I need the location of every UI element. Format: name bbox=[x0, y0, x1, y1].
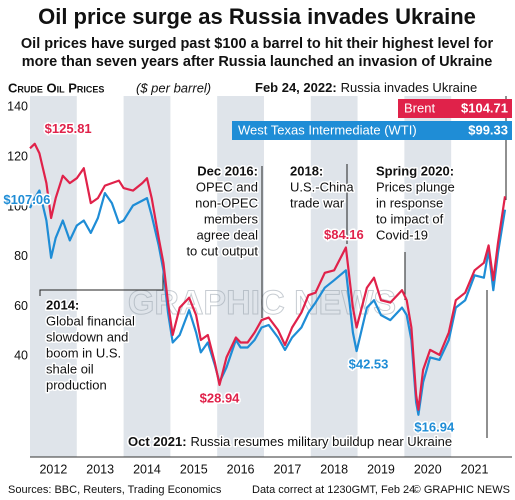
y-axis-label: ($ per barrel) bbox=[136, 80, 211, 95]
annotation: Oct 2021: Russia resumes military buildup… bbox=[128, 434, 452, 449]
annotation-title: Feb 24, 2022: bbox=[255, 80, 337, 95]
y-tick-label: 80 bbox=[14, 249, 28, 263]
data-label: $125.81 bbox=[45, 121, 92, 136]
annotation-text: to impact of bbox=[376, 211, 444, 226]
x-tick-label: 2019 bbox=[367, 462, 395, 476]
y-tick-label: 120 bbox=[7, 150, 28, 164]
footer: © GRAPHIC NEWS bbox=[413, 484, 510, 496]
annotation-text: agree deal bbox=[197, 227, 259, 242]
legend-box bbox=[398, 99, 512, 118]
data-label: $84.16 bbox=[324, 227, 364, 242]
data-label: $42.53 bbox=[349, 357, 389, 372]
year-band bbox=[30, 96, 77, 457]
footer: Sources: BBC, Reuters, Trading Economics bbox=[8, 484, 222, 496]
subtitle: Oil prices have surged past $100 a barre… bbox=[21, 36, 494, 52]
annotation-text: Covid-19 bbox=[376, 227, 428, 242]
annotation-text: non-OPEC bbox=[195, 195, 258, 210]
annotation-text: Russia invades Ukraine bbox=[341, 80, 478, 95]
annotation-text: to cut output bbox=[186, 243, 258, 258]
legend-label: Brent bbox=[404, 100, 435, 115]
x-tick-label: 2021 bbox=[461, 462, 489, 476]
legend-value: $104.71 bbox=[461, 100, 508, 115]
x-tick-label: 2015 bbox=[180, 462, 208, 476]
y-tick-label: 60 bbox=[14, 299, 28, 313]
x-tick-label: 2017 bbox=[273, 462, 301, 476]
data-label: $107.06 bbox=[3, 192, 50, 207]
line-series bbox=[29, 142, 507, 411]
annotation-text: slowdown and bbox=[46, 329, 128, 344]
chart-title: Oil price surge as Russia invades Ukrain… bbox=[38, 4, 476, 29]
annotation-text: trade war bbox=[290, 195, 345, 210]
data-label: $28.94 bbox=[200, 390, 241, 405]
annotation: Feb 24, 2022: Russia invades Ukraine bbox=[255, 80, 477, 95]
annotation-text: Russia resumes military buildup near Ukr… bbox=[191, 434, 453, 449]
annotation-text: U.S.-China bbox=[290, 179, 354, 194]
legend-value: $99.33 bbox=[468, 122, 508, 137]
annotation-text: in response bbox=[376, 195, 443, 210]
footer: Data correct at 1230GMT, Feb 24 bbox=[252, 484, 415, 496]
legend-box bbox=[232, 121, 512, 140]
x-tick-label: 2016 bbox=[227, 462, 255, 476]
annotation-text: production bbox=[46, 377, 107, 392]
annotation-text: Prices plunge bbox=[376, 179, 455, 194]
annotation-title: 2014: bbox=[46, 297, 79, 312]
annotation-text: members bbox=[204, 211, 259, 226]
x-tick-label: 2018 bbox=[320, 462, 348, 476]
year-band bbox=[217, 96, 264, 457]
x-tick-label: 2014 bbox=[133, 462, 161, 476]
annotation-title: 2018: bbox=[290, 163, 323, 178]
year-band bbox=[404, 96, 452, 457]
x-tick-label: 2020 bbox=[414, 462, 442, 476]
x-tick-label: 2013 bbox=[86, 462, 114, 476]
annotation-title: Oct 2021: bbox=[128, 434, 187, 449]
y-tick-label: 40 bbox=[14, 349, 28, 363]
annotation-text: boom in U.S. bbox=[46, 345, 121, 360]
y-tick-label: 140 bbox=[7, 100, 28, 114]
legend-label: West Texas Intermediate (WTI) bbox=[238, 122, 417, 137]
data-label: $16.94 bbox=[414, 419, 455, 434]
y-tick-label: 100 bbox=[7, 199, 28, 213]
x-tick-label: 2012 bbox=[39, 462, 67, 476]
subtitle: more than seven years after Russia launc… bbox=[22, 54, 493, 70]
chart-label: Crude Oil Prices bbox=[8, 80, 104, 95]
annotation-text: shale oil bbox=[46, 361, 94, 376]
annotation-title: Spring 2020: bbox=[376, 163, 454, 178]
year-band bbox=[310, 96, 358, 457]
annotation-text: Global financial bbox=[46, 313, 135, 328]
annotation-title: Dec 2016: bbox=[197, 163, 258, 178]
annotation-text: OPEC and bbox=[196, 179, 258, 194]
